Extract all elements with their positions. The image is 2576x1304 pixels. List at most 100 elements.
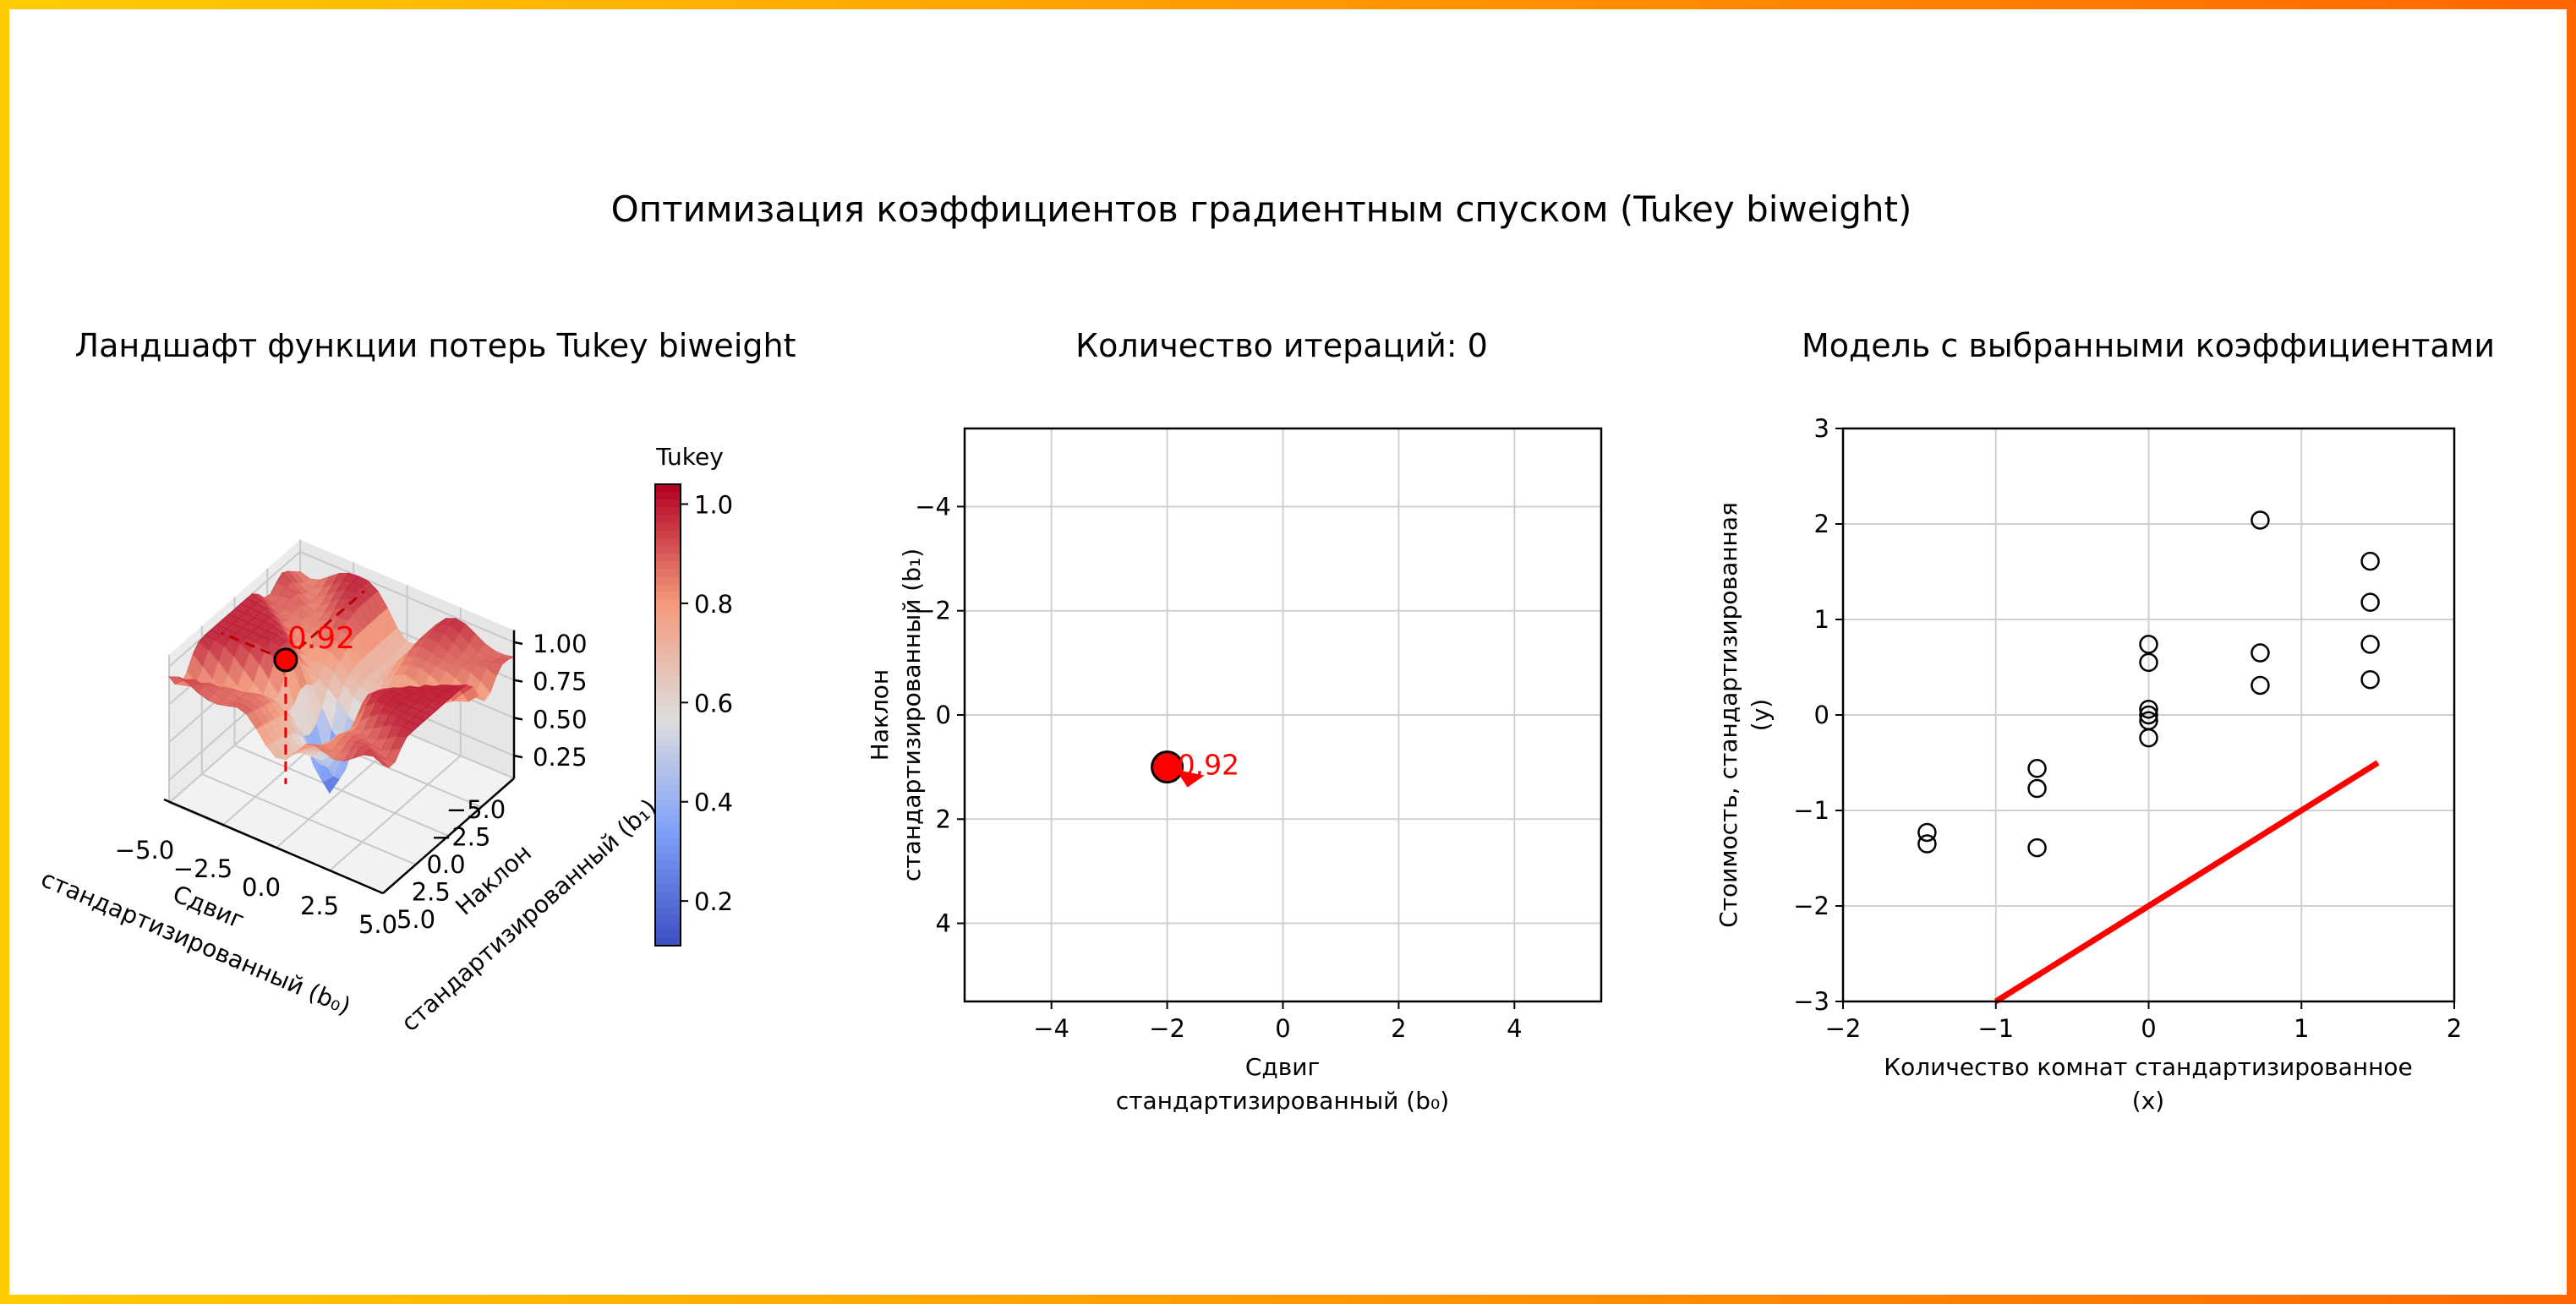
colorbar-segment bbox=[655, 930, 681, 939]
colorbar-segment bbox=[655, 838, 681, 847]
z-tick-label: 0.75 bbox=[533, 668, 588, 696]
colorbar-segment bbox=[655, 522, 681, 532]
b1-tick-label: −2.5 bbox=[431, 823, 490, 852]
y-tick-label: 0 bbox=[1814, 701, 1829, 729]
b0-tick-label: 2.5 bbox=[300, 892, 339, 920]
z-tick bbox=[513, 641, 523, 646]
data-point bbox=[2027, 838, 2047, 858]
surface-title: Ландшафт функции потерь Tukey biweight bbox=[75, 327, 796, 364]
y-tick-label: 4 bbox=[936, 909, 951, 938]
surface-plot: −5.0−2.50.02.55.0−5.0−2.50.02.55.00.250.… bbox=[115, 539, 588, 939]
b1-projection-line bbox=[284, 590, 365, 662]
y-tick-label: −2 bbox=[1793, 892, 1829, 920]
data-point bbox=[2360, 635, 2380, 654]
y-tick-label: 1 bbox=[1814, 605, 1829, 634]
data-point bbox=[2139, 652, 2158, 673]
colorbar-segment bbox=[655, 776, 681, 785]
x-tick-label: −2 bbox=[1149, 1014, 1185, 1043]
colorbar-segment bbox=[655, 569, 681, 578]
param-ylabel-2: стандартизированный (b₁) bbox=[898, 548, 926, 881]
colorbar-segment bbox=[655, 860, 681, 870]
colorbar-segment bbox=[655, 691, 681, 701]
b0-tick-label: −2.5 bbox=[173, 854, 232, 883]
figure-title: Оптимизация коэффициентов градиентным сп… bbox=[611, 188, 1912, 230]
colorbar-segment bbox=[655, 853, 681, 862]
colorbar-segment bbox=[655, 922, 681, 931]
y-tick-label: 2 bbox=[1814, 510, 1829, 538]
current-point-marker bbox=[1151, 750, 1184, 784]
current-point-marker bbox=[273, 647, 298, 673]
colorbar-segment bbox=[655, 707, 681, 716]
y-tick-label: −2 bbox=[915, 597, 951, 625]
colorbar-segment bbox=[655, 622, 681, 631]
x-tick-label: 2 bbox=[2447, 1014, 2462, 1043]
current-loss-label: 0.92 bbox=[287, 621, 355, 656]
b0-tick-label: 0.0 bbox=[242, 873, 281, 902]
data-point bbox=[2251, 643, 2270, 663]
colorbar-segment bbox=[655, 614, 681, 624]
colorbar-tick-label: 0.4 bbox=[694, 788, 733, 817]
colorbar-segment bbox=[655, 869, 681, 878]
data-point bbox=[1917, 822, 1937, 843]
colorbar-label: Tukey bbox=[655, 443, 724, 471]
x-tick-label: 0 bbox=[2141, 1014, 2156, 1043]
b0-tick-label: 5.0 bbox=[358, 910, 397, 939]
colorbar-segment bbox=[655, 515, 681, 524]
colorbar-segment bbox=[655, 730, 681, 739]
colorbar-segment bbox=[655, 738, 681, 747]
colorbar-segment bbox=[655, 907, 681, 916]
model-ylabel-1: Стоимость, стандартизированная bbox=[1715, 502, 1742, 928]
colorbar-segment bbox=[655, 676, 681, 685]
colorbar-segment bbox=[655, 607, 681, 616]
x-tick-label: 0 bbox=[1275, 1014, 1290, 1043]
regression-line bbox=[1994, 760, 2380, 1004]
colorbar-segment bbox=[655, 792, 681, 801]
x-tick-label: −4 bbox=[1033, 1014, 1069, 1043]
z-tick bbox=[513, 717, 523, 721]
x-tick-label: 1 bbox=[2294, 1014, 2309, 1043]
parameter-plot: −4 −2 0 2 4 −4 −2 0 2 4 0.92 bbox=[915, 427, 1603, 1043]
z-tick bbox=[513, 754, 523, 759]
data-point bbox=[2027, 778, 2047, 799]
data-point bbox=[2139, 635, 2158, 654]
x-tick-label: −1 bbox=[1977, 1014, 2014, 1043]
b0-axis-line bbox=[163, 798, 384, 895]
y-tick-label: 2 bbox=[936, 805, 951, 833]
colorbar-tick-label: 0.2 bbox=[694, 887, 733, 916]
y-tick-label: 0 bbox=[936, 701, 951, 729]
colorbar-segment bbox=[655, 499, 681, 509]
y-tick-label: 3 bbox=[1814, 414, 1829, 443]
x-tick-label: −2 bbox=[1825, 1014, 1862, 1043]
data-point bbox=[2139, 728, 2158, 748]
y-tick-label: −1 bbox=[1793, 796, 1829, 825]
b1-tick-label: 0.0 bbox=[426, 850, 465, 879]
colorbar-segment bbox=[655, 507, 681, 516]
surface-patch bbox=[373, 756, 390, 768]
param-xlabel-1: Сдвиг bbox=[1245, 1053, 1320, 1081]
param-ylabel-1: Наклон bbox=[866, 669, 894, 761]
iterations-title: Количество итераций: 0 bbox=[1075, 327, 1488, 364]
colorbar-segment bbox=[655, 799, 681, 809]
colorbar-segment bbox=[655, 761, 681, 770]
colorbar-segment bbox=[655, 783, 681, 793]
data-point bbox=[2251, 675, 2270, 696]
param-frame bbox=[963, 427, 1603, 1003]
colorbar-segment bbox=[655, 892, 681, 901]
colorbar-segment bbox=[655, 576, 681, 586]
data-point bbox=[2360, 592, 2380, 612]
colorbar-segment bbox=[655, 668, 681, 678]
b0-tick-label: −5.0 bbox=[115, 836, 174, 865]
colorbar-segment bbox=[655, 537, 681, 547]
colorbar-segment bbox=[655, 753, 681, 762]
x-tick-label: 2 bbox=[1391, 1014, 1406, 1043]
colorbar-tick-label: 0.8 bbox=[694, 590, 733, 619]
data-point bbox=[1917, 834, 1937, 854]
model-xlabel-1: Количество комнат стандартизированное bbox=[1884, 1053, 2413, 1081]
current-loss-label: 0.92 bbox=[1178, 749, 1239, 782]
data-point bbox=[2251, 510, 2270, 530]
colorbar-segment bbox=[655, 845, 681, 854]
z-tick bbox=[513, 679, 523, 683]
colorbar-tick-label: 1.0 bbox=[694, 490, 733, 519]
colorbar-segment bbox=[655, 653, 681, 663]
colorbar-segment bbox=[655, 646, 681, 655]
